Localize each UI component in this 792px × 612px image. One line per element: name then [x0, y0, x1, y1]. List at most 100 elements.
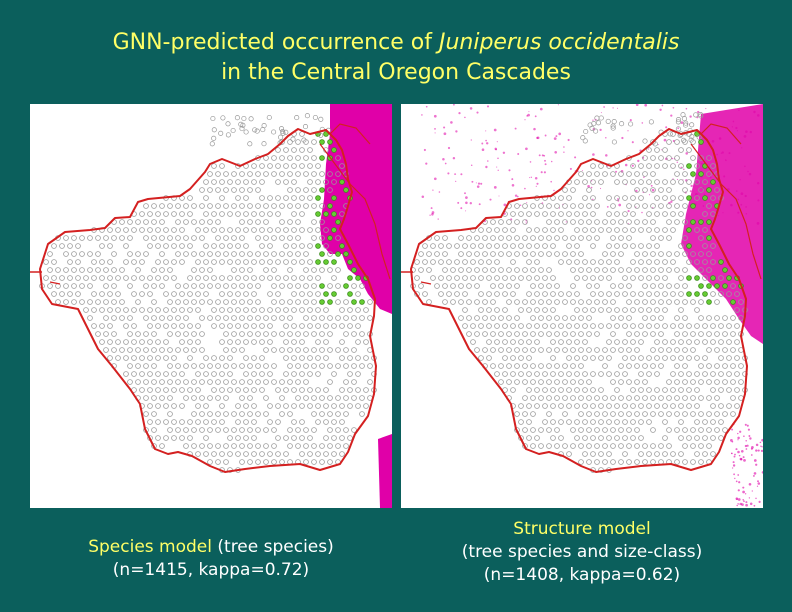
presence-speck: [736, 504, 739, 507]
plot-absent: [586, 411, 592, 417]
plot-absent: [231, 251, 237, 257]
plot-absent: [323, 179, 329, 185]
plot-absent: [570, 315, 576, 321]
plot-absent: [143, 379, 149, 385]
plot-absent: [335, 363, 341, 369]
plot-absent: [147, 339, 153, 345]
plot-absent: [215, 203, 221, 209]
plot-absent: [626, 459, 632, 465]
plot-absent: [191, 203, 197, 209]
plot-absent: [79, 283, 85, 289]
presence-speck: [753, 472, 757, 475]
plot-absent: [418, 283, 424, 289]
plot-absent: [642, 395, 648, 401]
plot-absent: [287, 331, 293, 337]
plot-absent: [135, 331, 141, 337]
plot-absent: [167, 379, 173, 385]
plot-absent: [582, 227, 588, 233]
plot-absent: [291, 163, 297, 169]
plot-absent: [163, 403, 169, 409]
plot-absent: [566, 211, 572, 217]
plot-absent: [143, 251, 149, 257]
plot-absent: [530, 427, 536, 433]
plot-absent: [251, 419, 257, 425]
plot-absent: [235, 419, 241, 425]
plot-absent: [79, 251, 85, 257]
plot-absent: [650, 235, 656, 241]
plot-absent: [323, 355, 329, 361]
plot-absent: [586, 283, 592, 289]
species-model-map-graphic: [30, 104, 392, 508]
plot-absent: [638, 419, 644, 425]
plot-absent: [99, 307, 105, 313]
plot-absent: [658, 331, 664, 337]
plot-absent: [678, 147, 684, 153]
presence-speck: [671, 157, 674, 160]
plot-absent: [626, 411, 632, 417]
plot-absent: [235, 387, 241, 393]
plot-absent: [662, 147, 668, 153]
plot-absent: [590, 355, 596, 361]
plot-absent: [490, 347, 496, 353]
plot-absent: [478, 307, 484, 313]
plot-absent: [187, 195, 193, 201]
plot-absent: [151, 299, 157, 305]
plot-absent: [678, 179, 684, 185]
plot-absent: [279, 203, 285, 209]
plot-absent: [614, 387, 620, 393]
plot-absent: [526, 403, 532, 409]
presence-speck: [709, 176, 712, 179]
presence-speck: [592, 153, 595, 156]
plot-absent: [207, 363, 213, 369]
plot-absent: [694, 419, 700, 425]
presence-speck: [755, 449, 758, 452]
title-species: Juniperus occidentalis: [438, 30, 680, 55]
plot-absent: [195, 323, 201, 329]
plot-absent: [570, 443, 576, 449]
presence-speck: [752, 474, 755, 477]
plot-absent: [634, 203, 640, 209]
road-line: [319, 143, 391, 280]
plot-absent: [578, 235, 584, 241]
plot-absent: [211, 323, 217, 329]
plot-absent: [179, 243, 185, 249]
plot-absent: [630, 355, 636, 361]
plot-absent: [227, 179, 233, 185]
plot-absent: [650, 331, 656, 337]
plot-absent: [634, 331, 640, 337]
plot-absent: [187, 323, 193, 329]
plot-absent: [654, 355, 660, 361]
plot-present: [327, 203, 333, 209]
plot-absent: [303, 155, 309, 161]
plot-absent: [458, 235, 464, 241]
plot-absent: [558, 227, 564, 233]
plot-absent: [562, 347, 568, 353]
plot-absent: [582, 179, 588, 185]
plot-absent: [179, 403, 185, 409]
plot-absent: [295, 331, 301, 337]
plot-absent: [642, 363, 648, 369]
plot-absent: [482, 347, 488, 353]
plot-absent: [247, 331, 253, 337]
plot-absent: [252, 127, 258, 133]
plot-absent: [658, 203, 664, 209]
presence-speck: [755, 443, 759, 447]
plot-absent: [271, 299, 277, 305]
plot-absent: [239, 379, 245, 385]
plot-absent: [658, 251, 664, 257]
plot-absent: [303, 267, 309, 273]
plot-absent: [558, 259, 564, 265]
presence-speck: [519, 204, 522, 207]
plot-absent: [602, 459, 608, 465]
plot-absent: [347, 387, 353, 393]
plot-absent: [566, 451, 572, 457]
presence-speck: [557, 104, 559, 106]
presence-speck: [465, 196, 468, 199]
plot-absent: [259, 211, 265, 217]
plot-absent: [223, 251, 229, 257]
plot-absent: [526, 339, 532, 345]
plot-absent: [562, 299, 568, 305]
plot-absent: [239, 299, 245, 305]
plot-present: [347, 275, 353, 281]
plot-absent: [179, 435, 185, 441]
